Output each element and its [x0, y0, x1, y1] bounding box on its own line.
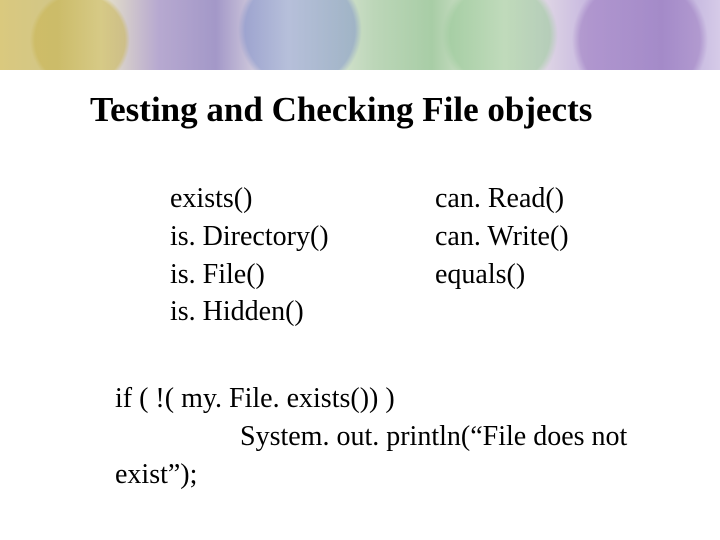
method-cell: is. File(): [170, 256, 435, 294]
method-cell: equals(): [435, 256, 655, 294]
methods-row: exists() can. Read(): [170, 180, 655, 218]
slide-title: Testing and Checking File objects: [90, 90, 592, 130]
methods-row: is. Directory() can. Write(): [170, 218, 655, 256]
method-cell: is. Hidden(): [170, 293, 435, 331]
method-cell: can. Write(): [435, 218, 655, 256]
method-cell: [435, 293, 655, 331]
methods-table: exists() can. Read() is. Directory() can…: [170, 180, 655, 331]
code-line: if ( !( my. File. exists()) ): [115, 380, 680, 418]
method-cell: can. Read(): [435, 180, 655, 218]
methods-row: is. Hidden(): [170, 293, 655, 331]
code-line: exist”);: [115, 456, 680, 494]
method-cell: is. Directory(): [170, 218, 435, 256]
method-cell: exists(): [170, 180, 435, 218]
methods-row: is. File() equals(): [170, 256, 655, 294]
decorative-floral-banner: [0, 0, 720, 70]
code-line: System. out. println(“File does not: [115, 418, 680, 456]
code-example: if ( !( my. File. exists()) ) System. ou…: [115, 380, 680, 493]
